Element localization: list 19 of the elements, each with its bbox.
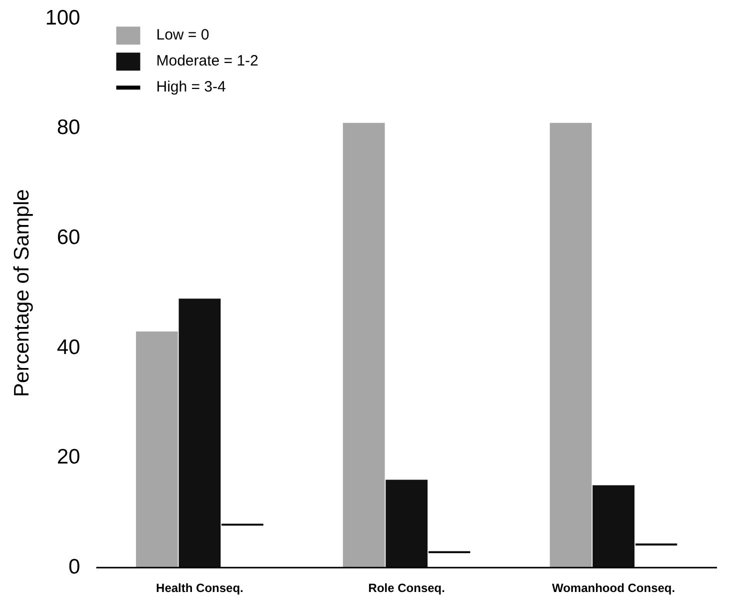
legend-label: Moderate = 1-2: [156, 52, 258, 70]
bar: [178, 298, 221, 568]
bar: [550, 122, 592, 568]
legend-label: Low = 0: [156, 26, 210, 44]
legend-label: High = 3-4: [156, 78, 226, 96]
y-tick-label: 0: [68, 555, 80, 578]
y-tick-label: 100: [45, 6, 80, 30]
y-axis-title: Percentage of Sample: [10, 189, 34, 397]
x-tick-label: Role Conseq.: [368, 581, 445, 596]
x-tick-label: Womanhood Conseq.: [552, 581, 676, 596]
x-tick-label: Health Conseq.: [156, 581, 244, 596]
y-tick-label: 60: [56, 226, 80, 249]
bar: [386, 480, 428, 568]
bar: [592, 485, 634, 568]
y-tick-label: 80: [56, 116, 80, 140]
bar: [342, 122, 385, 568]
bar: [136, 332, 178, 568]
y-tick-label: 20: [56, 446, 80, 469]
y-tick-label: 40: [56, 336, 80, 359]
